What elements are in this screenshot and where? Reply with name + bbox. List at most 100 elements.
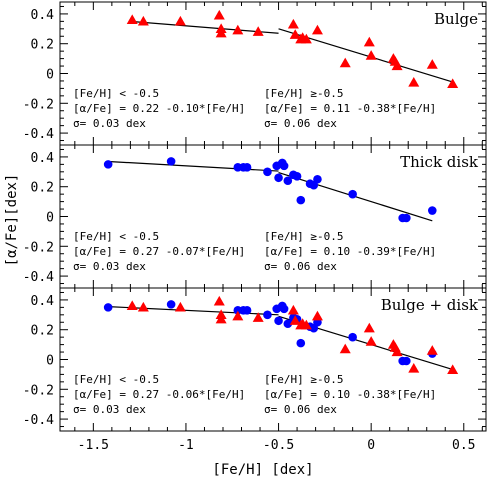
bulge-point [137, 15, 149, 26]
bulge-point [252, 26, 264, 36]
bulge-point [232, 24, 244, 35]
bulge-point [174, 15, 186, 26]
disk-point [292, 171, 302, 181]
fit-annotation-right: [α/Fe] = 0.10 -0.38*[Fe/H] [264, 388, 436, 401]
bulge-point [232, 310, 244, 321]
fit-annotation-right: [α/Fe] = 0.11 -0.38*[Fe/H] [264, 102, 436, 115]
fit-annotation-right: [Fe/H] ≥-0.5 [264, 87, 343, 100]
bulge-point [174, 301, 186, 312]
y-tick-label: 0.2 [31, 181, 54, 196]
bulge-point [426, 59, 438, 69]
y-tick-label: 0.2 [31, 324, 54, 339]
x-tick-label: -1 [178, 438, 194, 453]
disk-point [296, 338, 306, 348]
bulge-point [311, 24, 323, 35]
disk-point [274, 316, 283, 326]
disk-point [283, 176, 293, 186]
y-tick-label: 0 [46, 211, 54, 226]
disk-point [402, 356, 411, 366]
bulge-point [137, 301, 149, 312]
disk-point [242, 163, 252, 172]
fit-annotation-right: [α/Fe] = 0.10 -0.39*[Fe/H] [264, 245, 436, 258]
disk-point [166, 300, 176, 309]
y-tick-label: 0.2 [31, 38, 54, 53]
bulge-point [126, 14, 138, 24]
disk-point [296, 195, 306, 205]
y-tick-label: -0.2 [23, 383, 54, 398]
bulge-point [365, 50, 377, 60]
panel-title: Bulge [434, 10, 478, 28]
y-tick-label: 0.4 [31, 294, 55, 309]
y-tick-label: 0.4 [31, 8, 55, 23]
fit-annotation-left: [α/Fe] = 0.27 -0.07*[Fe/H] [73, 245, 245, 258]
disk-point [279, 161, 289, 171]
disk-point [348, 332, 357, 342]
disk-point [348, 189, 357, 199]
bulge-point [213, 295, 225, 306]
disk-point [242, 306, 252, 315]
bulge-point [391, 346, 403, 357]
x-axis-title: [Fe/H] [dex] [212, 462, 313, 478]
y-tick-label: 0 [46, 68, 54, 83]
disk-point [313, 174, 322, 184]
y-tick-label: -0.4 [23, 413, 54, 428]
disk-point [263, 310, 272, 320]
disk-point [283, 319, 293, 329]
bulge-point [339, 343, 351, 354]
disk-point [279, 304, 289, 314]
x-tick-label: -1.5 [78, 438, 109, 453]
fit-annotation-right: σ= 0.06 dex [264, 260, 337, 273]
y-tick-label: -0.2 [23, 97, 54, 112]
bulge-point [311, 310, 323, 321]
y-tick-label: -0.2 [23, 240, 54, 255]
fit-annotation-right: σ= 0.06 dex [264, 403, 337, 416]
fit-annotation-left: σ= 0.03 dex [73, 260, 146, 273]
disk-point [427, 206, 437, 215]
fit-annotation-left: [α/Fe] = 0.22 -0.10*[Fe/H] [73, 102, 245, 115]
bulge-point [215, 23, 227, 33]
bulge-point [289, 29, 301, 39]
bulge-point [447, 78, 459, 89]
panel-title: Thick disk [400, 153, 479, 171]
fit-annotation-left: [Fe/H] < -0.5 [73, 373, 159, 386]
bulge-point [408, 362, 420, 373]
bulge-point [426, 345, 438, 355]
x-tick-label: 0 [367, 438, 375, 453]
fit-annotation-right: [Fe/H] ≥-0.5 [264, 373, 343, 386]
bulge-point [252, 312, 264, 322]
bulge-point [300, 319, 312, 330]
bulge-point [363, 36, 375, 47]
bulge-point [391, 60, 403, 71]
disk-point [263, 167, 272, 177]
bulge-point [447, 364, 459, 375]
x-tick-label: 0.5 [452, 438, 475, 453]
bulge-point [126, 300, 138, 310]
fit-annotation-left: [Fe/H] < -0.5 [73, 87, 159, 100]
fit-line-low [108, 160, 279, 172]
disk-point [103, 160, 113, 169]
fit-annotation-left: σ= 0.03 dex [73, 403, 146, 416]
bulge-point [365, 336, 377, 346]
y-tick-label: 0.4 [31, 151, 55, 166]
disk-point [402, 213, 411, 223]
bulge-point [363, 322, 375, 333]
bulge-point [287, 304, 299, 315]
fit-annotation-left: σ= 0.03 dex [73, 117, 146, 130]
bulge-point [408, 76, 420, 87]
y-tick-label: 0 [46, 354, 54, 369]
y-tick-label: -0.4 [23, 270, 54, 285]
panel-title: Bulge + disk [381, 296, 479, 314]
fit-annotation-left: [α/Fe] = 0.27 -0.06*[Fe/H] [73, 388, 245, 401]
fit-annotation-right: [Fe/H] ≥-0.5 [264, 230, 343, 243]
bulge-point [215, 309, 227, 319]
bulge-point [213, 9, 225, 20]
bulge-point [289, 315, 301, 325]
bulge-point [287, 18, 299, 29]
disk-point [274, 173, 283, 183]
bulge-point [339, 57, 351, 68]
bulge-point [300, 33, 312, 44]
y-tick-label: -0.4 [23, 127, 54, 142]
disk-point [103, 303, 113, 312]
